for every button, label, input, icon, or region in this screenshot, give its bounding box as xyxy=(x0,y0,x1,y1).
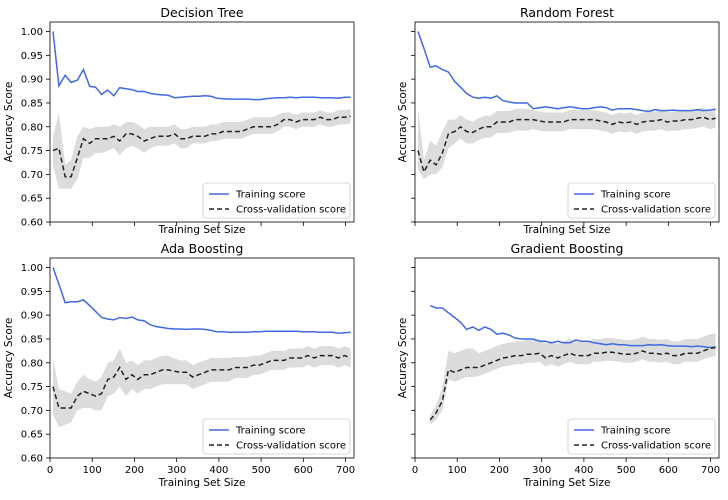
training-score-line xyxy=(429,304,716,349)
legend-training-label: Training score xyxy=(235,426,306,437)
x-tick-label: 100 xyxy=(83,465,102,476)
legend-training-label: Training score xyxy=(235,190,306,201)
chart-panel-2: Random Forest Training Set Size Accuracy S… xyxy=(397,5,720,236)
y-tick-label: 0.60 xyxy=(21,218,43,229)
x-tick-label: 200 xyxy=(125,465,144,476)
x-axis-label: Training Set Size xyxy=(158,224,246,236)
legend: Training score Cross-validation score xyxy=(567,182,716,219)
y-tick-label: 0.75 xyxy=(21,146,43,157)
x-tick-label: 200 xyxy=(490,465,509,476)
legend-box xyxy=(567,418,716,455)
axes-frame xyxy=(49,257,355,459)
y-axis-label: Accuracy Score xyxy=(397,82,409,163)
x-tick-label: 100 xyxy=(448,465,467,476)
x-tick-label: 600 xyxy=(659,465,678,476)
cv-std-band xyxy=(418,107,716,180)
x-tick-label: 0 xyxy=(412,465,418,476)
x-axis-label: Training Set Size xyxy=(523,477,611,489)
plot-area xyxy=(417,31,716,180)
legend: Training score Cross-validation score xyxy=(567,418,716,455)
cv-score-line xyxy=(417,116,716,175)
x-tick-label: 700 xyxy=(701,465,720,476)
y-tick-label: 0.80 xyxy=(21,358,43,369)
x-tick-label: 500 xyxy=(617,465,636,476)
legend-cv-label: Cross-validation score xyxy=(601,205,711,216)
chart-panel-3: 0 100 200 300 400 500 600 700 0.60 0.65 0.70 0.75 0.… xyxy=(3,241,355,489)
panel-title: Gradient Boosting xyxy=(511,241,624,256)
y-tick-label: 0.65 xyxy=(21,194,43,205)
legend-training-label: Training score xyxy=(600,190,671,201)
y-tick-label: 0.80 xyxy=(21,122,43,133)
y-tick-label: 0.70 xyxy=(21,170,43,181)
panel-title: Ada Boosting xyxy=(161,241,244,256)
legend-cv-label: Cross-validation score xyxy=(601,441,711,452)
x-tick-label: 0 xyxy=(47,465,53,476)
axes-frame xyxy=(414,21,720,223)
x-tick-label: 400 xyxy=(209,465,228,476)
x-tick-label: 400 xyxy=(574,465,593,476)
x-tick-label: 500 xyxy=(252,465,271,476)
x-tick-label: 300 xyxy=(167,465,186,476)
training-score-line xyxy=(52,267,351,334)
legend-box xyxy=(202,418,351,455)
legend-box xyxy=(567,182,716,219)
y-tick-label: 0.85 xyxy=(21,98,43,109)
y-tick-label: 0.60 xyxy=(21,454,43,465)
x-axis-label: Training Set Size xyxy=(158,477,246,489)
y-axis-label: Accuracy Score xyxy=(3,82,15,163)
y-tick-label: 1.00 xyxy=(21,27,43,38)
panel-title: Decision Tree xyxy=(160,5,244,20)
legend-box xyxy=(202,182,351,219)
training-score-line xyxy=(52,31,351,101)
y-tick-label: 0.95 xyxy=(21,51,43,62)
cv-score-line xyxy=(429,346,716,421)
plot-area xyxy=(52,267,351,427)
y-tick-label: 0.95 xyxy=(21,287,43,298)
y-tick-label: 1.00 xyxy=(21,263,43,274)
y-tick-label: 0.85 xyxy=(21,334,43,345)
x-tick-label: 700 xyxy=(336,465,355,476)
chart-panel-4: 0 100 200 300 400 500 600 700 Gradient Boosting T… xyxy=(397,241,720,489)
cv-std-band xyxy=(53,109,351,189)
training-score-line xyxy=(417,31,716,113)
plot-area xyxy=(52,31,351,189)
x-tick-label: 600 xyxy=(294,465,313,476)
y-tick-label: 0.70 xyxy=(21,406,43,417)
y-tick-label: 0.90 xyxy=(21,75,43,86)
legend-cv-label: Cross-validation score xyxy=(236,205,346,216)
legend-cv-label: Cross-validation score xyxy=(236,441,346,452)
x-tick-label: 300 xyxy=(532,465,551,476)
cv-std-band xyxy=(430,333,716,425)
x-axis-label: Training Set Size xyxy=(523,224,611,236)
legend: Training score Cross-validation score xyxy=(202,182,351,219)
y-axis-label: Accuracy Score xyxy=(3,318,15,399)
y-tick-label: 0.75 xyxy=(21,382,43,393)
cv-std-band xyxy=(53,346,351,427)
axes-frame xyxy=(414,257,720,459)
plot-area xyxy=(429,304,716,425)
chart-panel-1: 0.60 0.65 0.70 0.75 0.80 0.85 0.90 0.95 1.00 Deci… xyxy=(3,5,355,236)
y-tick-label: 0.90 xyxy=(21,311,43,322)
cv-score-line xyxy=(52,354,351,409)
y-axis-label: Accuracy Score xyxy=(397,318,409,399)
legend: Training score Cross-validation score xyxy=(202,418,351,455)
legend-training-label: Training score xyxy=(600,426,671,437)
axes-frame xyxy=(49,21,355,223)
y-tick-label: 0.65 xyxy=(21,430,43,441)
panel-title: Random Forest xyxy=(520,5,614,20)
